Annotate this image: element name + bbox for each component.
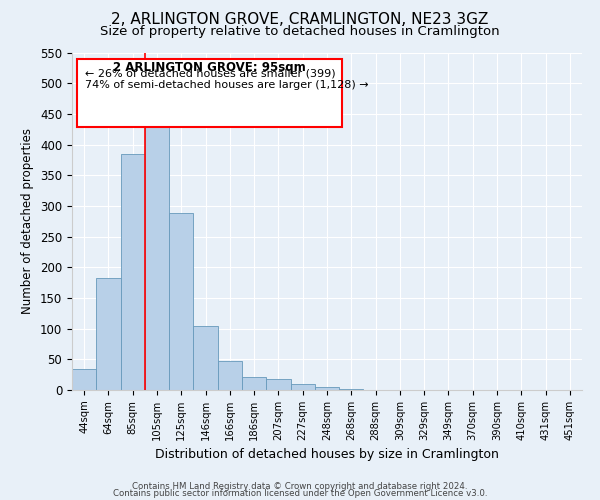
Text: Contains HM Land Registry data © Crown copyright and database right 2024.: Contains HM Land Registry data © Crown c… [132, 482, 468, 491]
Text: Size of property relative to detached houses in Cramlington: Size of property relative to detached ho… [100, 25, 500, 38]
Bar [266, 379, 290, 390]
Text: Contains public sector information licensed under the Open Government Licence v3: Contains public sector information licen… [113, 490, 487, 498]
X-axis label: Distribution of detached houses by size in Cramlington: Distribution of detached houses by size … [155, 448, 499, 462]
Bar [315, 387, 339, 390]
Bar [145, 111, 169, 390]
Bar [169, 214, 193, 390]
Text: 2, ARLINGTON GROVE, CRAMLINGTON, NE23 3GZ: 2, ARLINGTON GROVE, CRAMLINGTON, NE23 3G… [112, 12, 488, 28]
Bar [72, 368, 96, 390]
Text: ← 26% of detached houses are smaller (399): ← 26% of detached houses are smaller (39… [85, 68, 335, 78]
Bar [290, 384, 315, 390]
Bar [96, 278, 121, 390]
Text: 74% of semi-detached houses are larger (1,128) →: 74% of semi-detached houses are larger (… [85, 80, 368, 90]
Text: 2 ARLINGTON GROVE: 95sqm: 2 ARLINGTON GROVE: 95sqm [113, 61, 306, 74]
Bar [193, 326, 218, 390]
FancyBboxPatch shape [77, 59, 342, 126]
Bar [218, 360, 242, 390]
Bar [121, 154, 145, 390]
Y-axis label: Number of detached properties: Number of detached properties [22, 128, 34, 314]
Bar [242, 376, 266, 390]
